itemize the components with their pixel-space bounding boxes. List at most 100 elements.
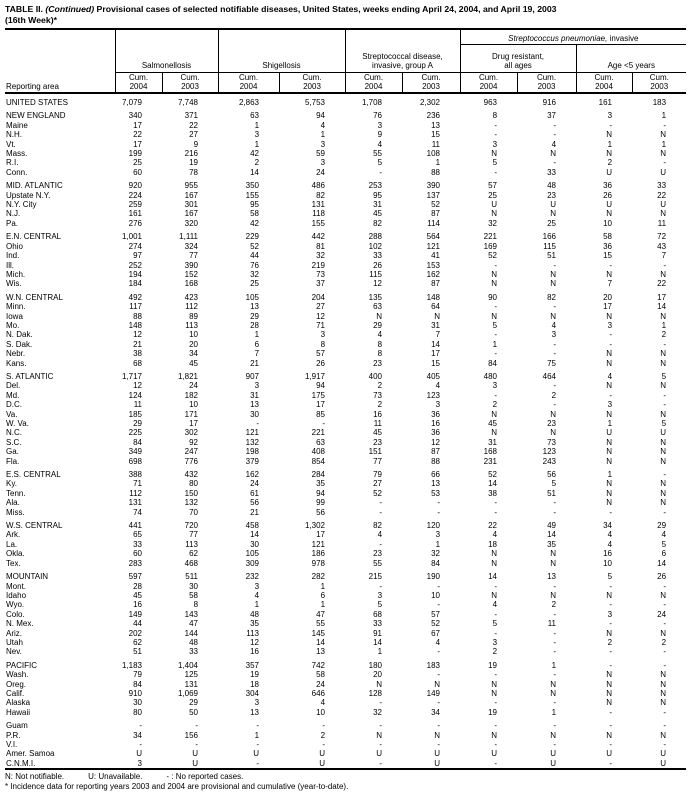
value-cell: - <box>256 721 260 731</box>
table-row: Colo. 149 143 48 47 68 57 - - 3 24 <box>5 610 686 619</box>
value-cell: N <box>660 381 667 391</box>
value-cell: - <box>609 581 613 591</box>
value-cell: N <box>491 269 498 279</box>
value-cell: 1 <box>254 730 260 740</box>
value-cell: 34 <box>603 521 613 531</box>
value-cell: - <box>553 507 557 517</box>
value-cell: 175 <box>311 390 326 400</box>
value-cell: - <box>553 498 557 508</box>
value-cell: 50 <box>189 707 199 717</box>
reporting-area-cell: S. Dak. <box>6 339 33 349</box>
value-cell: N <box>660 730 667 740</box>
value-cell: 11 <box>657 218 667 228</box>
value-cell: 64 <box>431 302 441 312</box>
value-cell: 3 <box>435 400 441 410</box>
value-cell: N <box>491 730 498 740</box>
value-cell: 161 <box>598 98 613 107</box>
value-cell: N <box>550 209 557 219</box>
value-cell: 963 <box>483 98 498 107</box>
value-cell: 44 <box>133 619 142 629</box>
value-cell: 45 <box>373 209 383 219</box>
value-cell: N <box>550 590 557 600</box>
value-cell: 6 <box>661 549 667 559</box>
reporting-area-cell: Amer. Samoa <box>6 749 55 759</box>
value-cell: 288 <box>368 232 383 242</box>
value-cell: 14 <box>657 302 667 312</box>
value-cell: 94 <box>316 488 326 498</box>
value-cell: 14 <box>488 572 498 582</box>
value-cell: 115 <box>543 241 557 251</box>
value-cell: - <box>553 670 557 680</box>
value-cell: N <box>550 688 557 698</box>
value-cell: 161 <box>128 209 142 219</box>
value-cell: 25 <box>547 218 557 228</box>
value-cell: 56 <box>250 498 260 508</box>
value-cell: N <box>660 479 667 489</box>
value-cell: 85 <box>316 409 326 419</box>
col-header-cum-2003: Cum. 2003 <box>401 72 461 94</box>
value-cell: 2 <box>661 330 667 340</box>
value-cell: - <box>494 609 498 619</box>
value-cell: 60 <box>133 167 142 177</box>
value-cell: N <box>606 149 613 159</box>
value-cell: 29 <box>657 521 667 531</box>
value-cell: 2 <box>377 381 383 391</box>
value-cell: U <box>606 167 613 177</box>
value-cell: N <box>491 688 498 698</box>
value-cell: 21 <box>250 507 260 517</box>
value-cell: - <box>437 670 441 680</box>
value-cell: 78 <box>189 167 199 177</box>
value-cell: 29 <box>133 419 142 428</box>
value-cell: 468 <box>184 558 199 568</box>
value-cell: 907 <box>245 371 260 381</box>
col-header-cum-2004: Cum. 2004 <box>344 72 403 94</box>
value-cell: - <box>494 120 498 130</box>
value-cell: 8 <box>492 111 498 121</box>
reporting-area-cell: P.R. <box>6 730 21 740</box>
value-cell: - <box>553 740 557 749</box>
value-cell: 6 <box>254 339 260 349</box>
value-cell: 7 <box>661 251 667 261</box>
value-cell: 4 <box>551 320 557 330</box>
value-cell: 72 <box>657 232 667 242</box>
value-cell: 31 <box>373 200 383 210</box>
value-cell: 5 <box>661 419 667 428</box>
value-cell: 33 <box>373 251 383 261</box>
value-cell: - <box>494 740 498 749</box>
value-cell: 2 <box>492 647 498 657</box>
value-cell: 29 <box>189 698 199 708</box>
value-cell: 123 <box>542 447 557 457</box>
reporting-area-cell: Upstate N.Y. <box>6 190 51 200</box>
value-cell: N <box>606 381 613 391</box>
value-cell: 26 <box>316 358 326 368</box>
col-header-cum-2004: Cum. 2004 <box>114 72 162 94</box>
value-cell: 145 <box>311 628 326 638</box>
reporting-area-cell: Tex. <box>6 558 21 568</box>
table-row: Tenn. 112 150 61 94 52 53 38 51 N N <box>5 489 686 498</box>
footnotes: N: Not notifiable. U: Unavailable. - : No … <box>5 772 686 792</box>
value-cell: 17 <box>603 302 613 312</box>
value-cell: 7 <box>254 349 260 359</box>
value-cell: 978 <box>311 558 326 568</box>
value-cell: 1 <box>607 139 613 149</box>
value-cell: 5 <box>492 619 498 629</box>
value-cell: 1 <box>492 339 498 349</box>
value-cell: N <box>606 688 613 698</box>
value-cell: 88 <box>431 456 441 466</box>
value-cell: - <box>553 302 557 312</box>
value-cell: 1,069 <box>177 688 199 698</box>
value-cell: 7,748 <box>177 98 199 107</box>
value-cell: - <box>494 260 498 270</box>
value-cell: 4 <box>607 539 613 549</box>
value-cell: 13 <box>547 572 557 582</box>
value-cell: 23 <box>373 358 383 368</box>
value-cell: 4 <box>607 530 613 540</box>
value-cell: 73 <box>316 269 326 279</box>
reporting-area-cell: Ky. <box>6 479 17 489</box>
value-cell: 132 <box>184 498 199 508</box>
value-cell: 12 <box>431 437 441 447</box>
value-cell: 1 <box>254 120 260 130</box>
table-row: MID. ATLANTIC 920 955 350 486 253 390 57 48 36 33 <box>5 177 686 190</box>
table-row: D.C. 11 10 13 17 2 3 2 - 3 - <box>5 400 686 409</box>
col-header-cum-2003: Cum. 2003 <box>278 72 346 94</box>
